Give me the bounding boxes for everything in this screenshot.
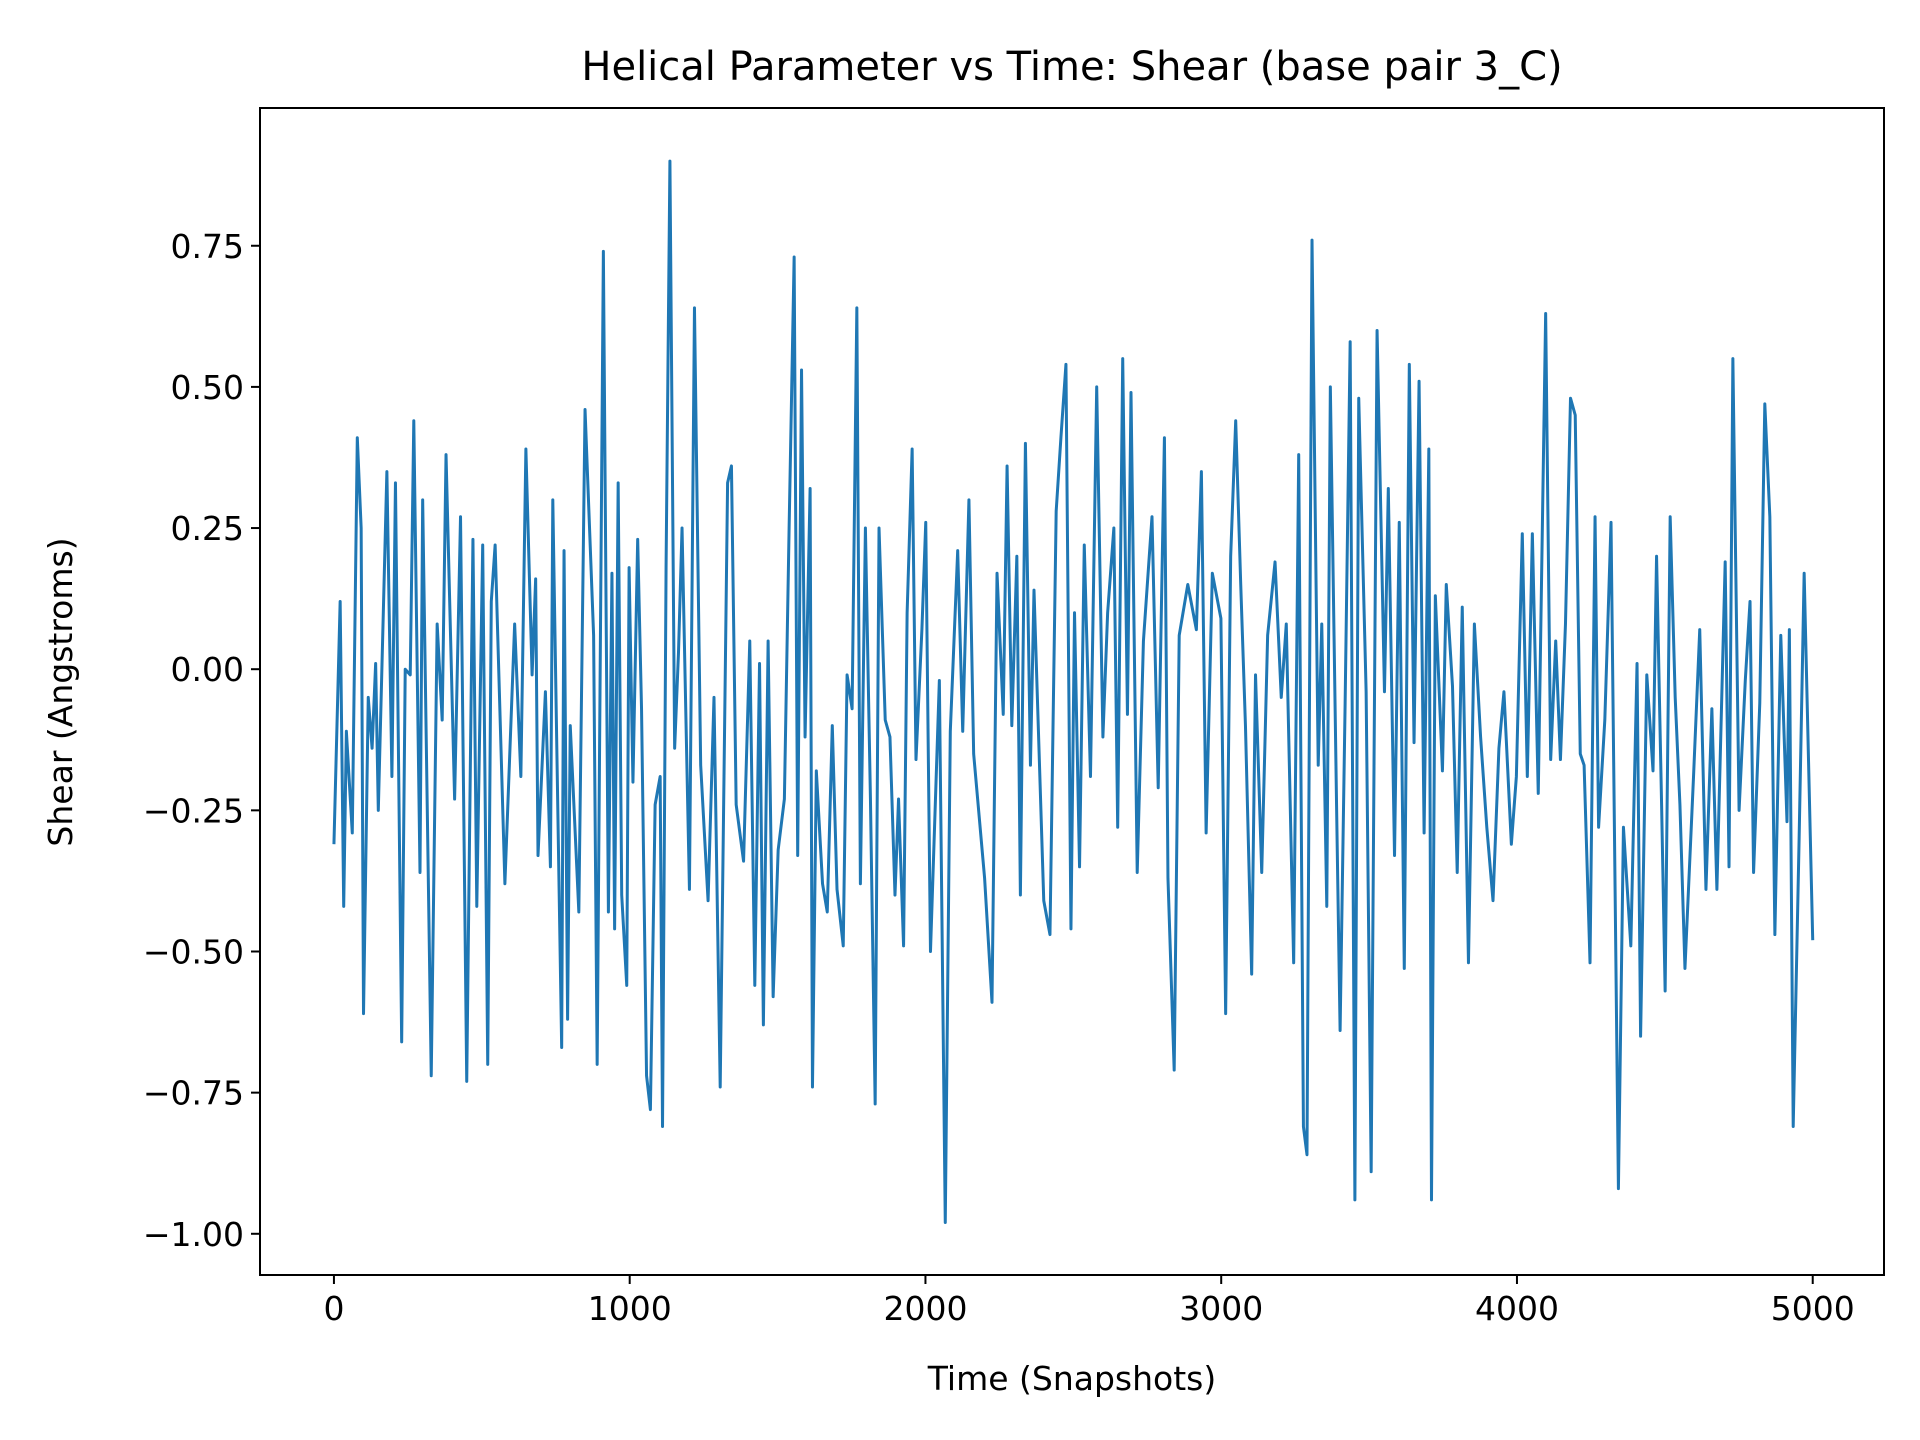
x-tick-label: 2000 [883, 1289, 967, 1328]
y-tick-label: 0.50 [171, 368, 244, 407]
plot-frame [259, 107, 1885, 1276]
x-tick-label: 3000 [1179, 1289, 1263, 1328]
y-tick-label: 0.25 [171, 509, 244, 548]
x-tick-label: 1000 [588, 1289, 672, 1328]
y-tick-label: 0.75 [171, 227, 244, 266]
chart-title: Helical Parameter vs Time: Shear (base p… [581, 44, 1562, 90]
y-axis-label: Shear (Angstroms) [41, 537, 80, 846]
y-tick-label: 0.00 [171, 650, 244, 689]
x-axis-label: Time (Snapshots) [927, 1359, 1216, 1398]
x-tick-label: 5000 [1771, 1289, 1855, 1328]
y-tick-label: −0.75 [143, 1074, 244, 1113]
y-tick-label: −0.25 [143, 791, 244, 830]
x-tick-label: 4000 [1475, 1289, 1559, 1328]
data-line [332, 159, 1815, 1224]
x-tick-label: 0 [323, 1289, 344, 1328]
y-tick-label: −0.50 [143, 932, 244, 971]
y-tick-label: −1.00 [143, 1215, 244, 1254]
